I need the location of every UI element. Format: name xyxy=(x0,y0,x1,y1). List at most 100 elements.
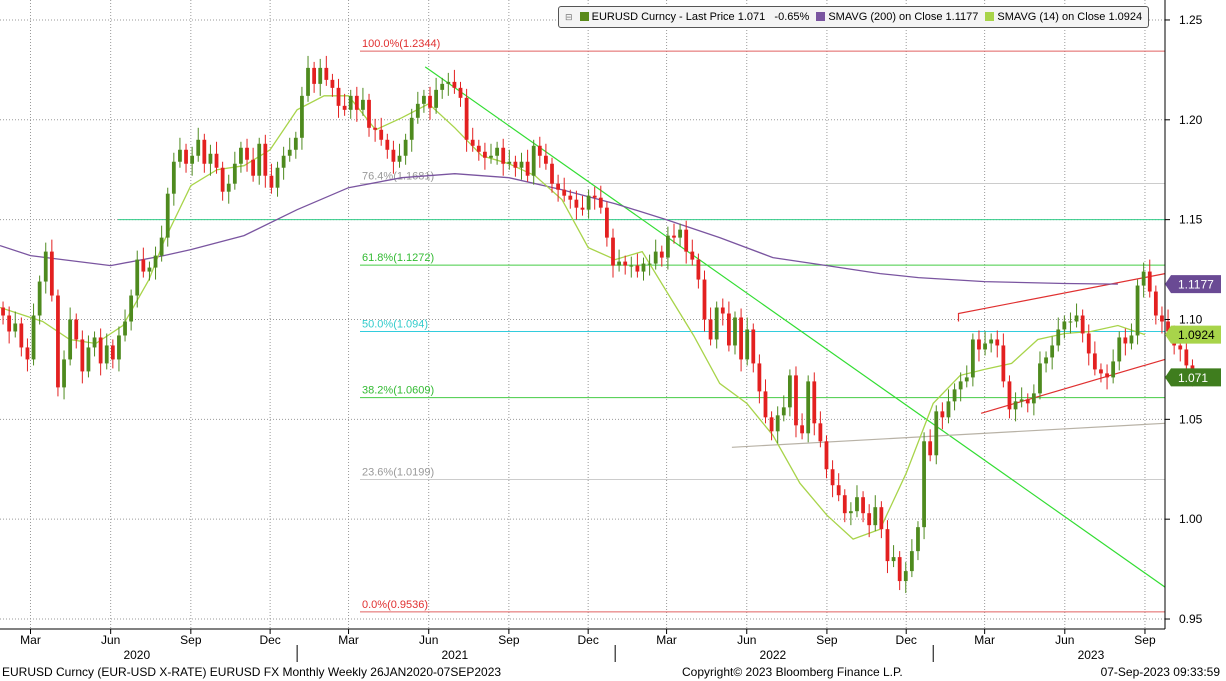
candle-body xyxy=(226,183,231,192)
candle-body xyxy=(7,315,12,332)
candle xyxy=(446,72,451,96)
candle xyxy=(861,491,865,523)
legend-swatch-sma200 xyxy=(816,12,826,21)
candle-body xyxy=(1111,361,1116,378)
trendline xyxy=(980,358,1166,414)
y-tick-label: 1.15 xyxy=(1179,213,1203,227)
candle-body xyxy=(300,95,304,138)
candle xyxy=(1025,393,1030,413)
legend-sma200-value: 1.1177 xyxy=(945,11,979,23)
price-badge: 1.0924 xyxy=(1165,325,1221,344)
candle xyxy=(983,331,987,356)
candle xyxy=(147,261,152,281)
candle-body xyxy=(196,139,201,156)
candle-body xyxy=(43,251,48,282)
candle xyxy=(110,339,115,369)
candle-body xyxy=(1001,345,1006,382)
x-month-label: Dec xyxy=(577,633,598,647)
x-year-label: 2020 xyxy=(123,648,150,662)
candle-body xyxy=(592,195,597,198)
legend-price-change: -0.65% xyxy=(774,11,810,23)
candle xyxy=(525,149,530,182)
candle-body xyxy=(1056,329,1061,346)
candle xyxy=(647,254,652,276)
candle xyxy=(373,118,378,142)
candle xyxy=(519,152,524,180)
candle xyxy=(208,144,213,176)
candle xyxy=(49,239,54,302)
level-label: 76.4%(1.1681) xyxy=(362,171,434,183)
candle xyxy=(672,223,676,244)
candle-body xyxy=(879,507,884,530)
candle-body xyxy=(1117,337,1122,362)
candle-body xyxy=(909,551,914,572)
candle xyxy=(330,73,335,97)
candle xyxy=(1153,285,1158,325)
candlesticks xyxy=(1,55,1195,594)
candle-body xyxy=(800,425,804,434)
candle xyxy=(501,138,506,176)
x-month-label: Jun xyxy=(101,633,120,647)
candle xyxy=(891,545,896,568)
candle xyxy=(1056,317,1061,352)
candle xyxy=(513,155,518,177)
candle xyxy=(1044,351,1048,373)
pin-icon[interactable]: ⊟ xyxy=(565,12,573,22)
candle-body xyxy=(178,149,182,162)
candle xyxy=(1031,384,1036,416)
candle-body xyxy=(1153,291,1158,316)
legend-price-value: 1.071 xyxy=(737,11,766,23)
candle-body xyxy=(897,557,902,582)
candle-body xyxy=(324,67,329,80)
candle xyxy=(342,93,347,116)
candle-body xyxy=(641,263,646,272)
candle xyxy=(1117,331,1122,371)
candle xyxy=(379,117,384,146)
candle-body xyxy=(544,155,548,164)
candle-body xyxy=(1038,363,1042,394)
candle xyxy=(733,311,737,355)
candle-body xyxy=(977,339,981,350)
candle xyxy=(1068,312,1073,334)
candle-body xyxy=(220,167,225,192)
price-badge-label: 1.071 xyxy=(1178,371,1208,385)
candle xyxy=(434,77,439,114)
candle xyxy=(1105,364,1109,390)
x-month-label: Mar xyxy=(656,633,677,647)
candle-body xyxy=(464,97,469,140)
candle xyxy=(226,174,231,204)
candle-body xyxy=(678,229,682,238)
candle xyxy=(13,311,18,338)
candle-body xyxy=(483,151,487,158)
candle xyxy=(135,250,140,308)
candle-body xyxy=(1068,321,1073,323)
legend-sma14-name: SMAVG (14) on Close xyxy=(997,11,1106,23)
candle xyxy=(946,389,951,424)
candle xyxy=(263,134,268,188)
candle-body xyxy=(13,323,18,332)
candle xyxy=(848,502,853,526)
candle xyxy=(598,185,603,214)
footer-timestamp: 07-Sep-2023 09:33:59 xyxy=(1100,665,1220,679)
candle xyxy=(1147,259,1152,298)
candle xyxy=(476,139,481,161)
price-badge: 1.1177 xyxy=(1165,275,1221,294)
candle-body xyxy=(281,155,286,168)
candle-body xyxy=(751,329,756,364)
candle-body xyxy=(1105,373,1109,378)
candle-body xyxy=(1062,321,1067,330)
candle-body xyxy=(842,495,847,514)
candle-body xyxy=(1050,345,1055,358)
price-badge-shape xyxy=(1165,325,1221,344)
candle xyxy=(1111,349,1116,384)
candle xyxy=(702,270,707,332)
x-month-label: Jun xyxy=(1055,633,1074,647)
candle-body xyxy=(312,67,317,84)
candle-body xyxy=(1025,399,1030,404)
candle xyxy=(62,350,66,400)
candle xyxy=(428,86,432,120)
candle-body xyxy=(19,323,24,348)
candle-body xyxy=(367,99,371,128)
x-month-label: Mar xyxy=(338,633,359,647)
candle-body xyxy=(403,139,408,156)
